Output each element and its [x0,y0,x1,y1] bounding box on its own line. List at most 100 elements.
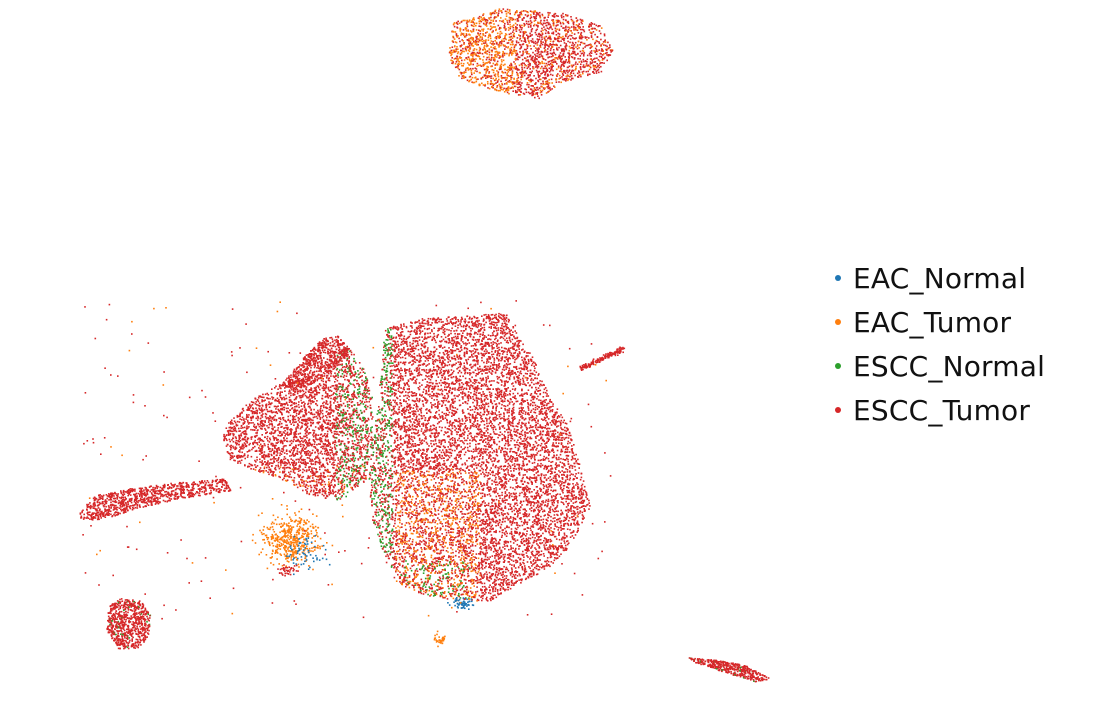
point-escc-tumor [517,86,519,89]
point-escc-tumor [559,22,562,25]
point-escc-tumor [449,538,451,540]
point-eac-tumor [494,26,497,28]
point-escc-tumor [561,50,563,52]
point-eac-tumor [415,560,417,562]
point-escc-tumor [451,442,453,445]
point-escc-tumor [530,71,533,74]
point-escc-tumor [460,472,462,475]
point-escc-tumor [519,86,521,88]
point-escc-tumor [531,532,534,534]
point-escc-tumor [519,378,522,381]
point-escc-tumor [591,23,594,25]
point-escc-tumor [471,81,473,83]
point-escc-tumor [490,59,492,62]
point-escc-tumor [443,514,446,517]
point-escc-tumor [554,420,557,423]
point-escc-tumor [411,452,414,455]
point-eac-tumor [558,20,561,22]
point-escc-tumor [428,537,430,540]
point-eac-tumor [474,43,477,45]
point-escc-tumor [540,19,542,22]
point-escc-tumor [493,47,496,50]
point-eac-tumor [485,50,487,53]
point-eac-tumor [472,556,475,558]
point-escc-tumor [418,526,420,529]
point-escc-tumor [480,596,482,598]
point-escc-tumor [555,57,557,59]
point-escc-tumor [478,413,480,415]
point-escc-tumor [528,417,531,419]
point-escc-tumor [399,548,401,551]
point-eac-tumor [575,67,577,70]
point-eac-tumor [470,62,472,64]
point-escc-tumor [521,70,524,72]
point-eac-tumor [500,10,502,12]
point-escc-tumor [486,21,488,24]
point-escc-tumor [467,56,470,58]
point-escc-tumor [534,411,537,414]
point-escc-tumor [501,314,503,317]
point-eac-tumor [539,46,542,48]
point-escc-tumor [490,599,492,602]
point-escc-tumor [590,22,593,24]
point-escc-tumor [561,76,563,78]
point-escc-tumor [541,439,544,442]
point-escc-tumor [508,554,511,557]
point-eac-tumor [578,47,580,49]
point-escc-tumor [560,427,562,429]
point-escc-tumor [397,457,400,460]
point-escc-tumor [471,408,474,411]
point-escc-tumor [482,22,485,25]
point-escc-tumor [513,343,516,346]
point-eac-tumor [489,13,492,15]
point-escc-tumor [426,470,428,473]
point-escc-tumor [531,483,533,485]
point-escc-tumor [579,50,582,53]
point-escc-tumor [508,33,511,36]
point-eac-tumor [514,28,517,31]
point-escc-tumor [470,330,472,332]
point-eac-tumor [509,87,511,90]
point-escc-tumor [534,566,536,569]
point-escc-tumor [517,94,520,96]
point-escc-tumor [553,13,555,16]
point-eac-tumor [462,65,464,67]
point-escc-tumor [546,27,549,29]
point-escc-tumor [479,32,482,35]
point-escc-tumor [424,482,426,485]
point-escc-tumor [558,56,560,58]
point-escc-tumor [493,74,496,76]
point-escc-tumor [541,51,544,53]
point-escc-tumor [529,34,532,37]
point-escc-tumor [505,428,508,431]
point-escc-tumor [381,427,383,429]
point-escc-tumor [507,380,509,383]
point-eac-tumor [511,86,514,88]
point-escc-tumor [509,64,511,67]
point-escc-tumor [471,466,473,468]
point-escc-tumor [428,539,431,542]
point-escc-tumor [545,442,547,444]
point-escc-tumor [485,378,488,381]
point-escc-tumor [527,539,529,541]
point-escc-tumor [558,538,561,541]
point-escc-tumor [565,35,567,38]
point-escc-tumor [398,406,401,408]
point-escc-tumor [515,26,517,28]
point-escc-tumor [423,561,426,563]
point-eac-tumor [499,20,501,22]
point-escc-tumor [495,416,497,418]
point-escc-tumor [475,341,478,343]
point-escc-tumor [559,421,562,424]
point-escc-normal [387,550,390,553]
point-escc-tumor [549,538,552,541]
point-escc-tumor [454,66,457,69]
point-escc-tumor [568,70,570,72]
point-escc-tumor [566,474,569,477]
point-escc-tumor [512,547,514,550]
point-eac-tumor [517,74,519,77]
point-eac-tumor [484,20,487,23]
point-escc-tumor [397,563,400,565]
point-escc-tumor [542,396,545,398]
point-escc-tumor [456,21,458,24]
